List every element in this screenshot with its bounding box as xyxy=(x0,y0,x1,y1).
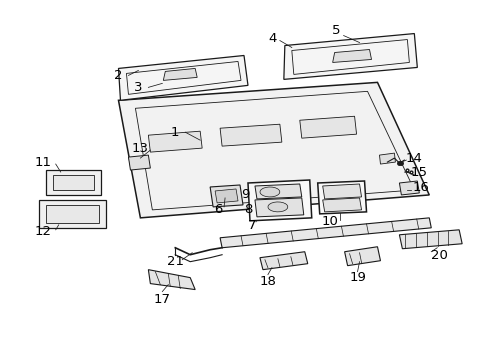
Text: 13: 13 xyxy=(132,141,149,155)
Text: 8: 8 xyxy=(244,203,252,216)
Polygon shape xyxy=(53,175,93,190)
Text: 17: 17 xyxy=(154,293,170,306)
Text: 12: 12 xyxy=(34,225,51,238)
Polygon shape xyxy=(46,170,101,195)
Polygon shape xyxy=(322,198,361,212)
Polygon shape xyxy=(344,247,380,266)
Text: 14: 14 xyxy=(405,152,422,165)
Polygon shape xyxy=(128,155,150,170)
Text: 20: 20 xyxy=(430,249,447,262)
Polygon shape xyxy=(148,270,195,289)
Polygon shape xyxy=(254,184,301,199)
Text: 6: 6 xyxy=(213,203,222,216)
Polygon shape xyxy=(215,189,238,203)
Polygon shape xyxy=(317,181,366,214)
Polygon shape xyxy=(39,200,105,228)
Polygon shape xyxy=(399,181,419,195)
Text: 18: 18 xyxy=(259,275,276,288)
Text: 9: 9 xyxy=(240,188,249,202)
Text: 5: 5 xyxy=(332,24,340,37)
Text: 19: 19 xyxy=(348,271,365,284)
Text: 16: 16 xyxy=(412,181,429,194)
Polygon shape xyxy=(399,230,461,249)
Polygon shape xyxy=(322,184,361,199)
Text: 21: 21 xyxy=(166,255,183,268)
Polygon shape xyxy=(254,198,303,217)
Polygon shape xyxy=(148,131,202,152)
Text: 4: 4 xyxy=(268,32,277,45)
Text: 3: 3 xyxy=(134,81,142,94)
Text: 7: 7 xyxy=(247,219,256,232)
Polygon shape xyxy=(220,218,430,248)
Text: 15: 15 xyxy=(410,166,427,179)
Polygon shape xyxy=(260,252,307,270)
Polygon shape xyxy=(283,33,416,80)
Polygon shape xyxy=(267,202,287,212)
Text: 10: 10 xyxy=(321,215,337,228)
Text: 1: 1 xyxy=(171,126,179,139)
Polygon shape xyxy=(210,185,243,207)
Text: 2: 2 xyxy=(114,69,122,82)
Polygon shape xyxy=(118,55,247,100)
Polygon shape xyxy=(220,124,281,146)
Polygon shape xyxy=(379,153,395,164)
Text: 11: 11 xyxy=(34,156,51,168)
Polygon shape xyxy=(163,68,197,80)
Polygon shape xyxy=(260,187,279,197)
Polygon shape xyxy=(247,180,311,221)
Polygon shape xyxy=(299,116,356,138)
Polygon shape xyxy=(332,50,371,62)
Polygon shape xyxy=(46,205,99,223)
Polygon shape xyxy=(118,82,428,218)
